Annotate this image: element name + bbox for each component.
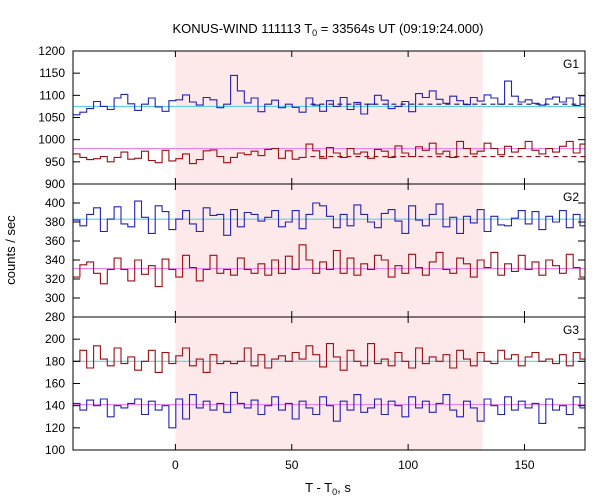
panel-g1-ytick-label: 1100 — [39, 88, 65, 102]
panel-g2-ytick-label: 320 — [45, 272, 65, 286]
panel-g3-lower-series — [73, 391, 585, 429]
panel-g2-ytick-label: 400 — [45, 196, 65, 210]
panel-g2-ytick-label: 380 — [45, 215, 65, 229]
panel-g1-label: G1 — [563, 57, 579, 71]
xtick-label: 0 — [172, 458, 179, 472]
panel-g3-ytick-label: 180 — [45, 354, 65, 368]
panel-g1-ytick-label: 900 — [45, 177, 65, 191]
panel-g3-ytick-label: 200 — [45, 332, 65, 346]
xtick-label: 100 — [398, 458, 418, 472]
panel-g2-label: G2 — [563, 190, 579, 204]
panel-g1-ytick-label: 950 — [45, 155, 65, 169]
panel-g2-ytick-label: 340 — [45, 253, 65, 267]
panel-g1-ytick-label: 1050 — [38, 111, 65, 125]
panel-g2-upper-series — [73, 200, 585, 236]
panel-g3-ytick-label: 160 — [45, 377, 65, 391]
panel-g2-lower-series — [73, 244, 585, 288]
panel-g2-ytick-label: 280 — [45, 310, 65, 324]
chart-title: KONUS-WIND 111113 T0 = 33564s UT (09:19:… — [172, 21, 483, 38]
panel-g1-lower-series — [73, 140, 585, 165]
panel-g2-ytick-label: 360 — [45, 234, 65, 248]
panel-g1-ytick-label: 1150 — [39, 66, 65, 80]
xtick-label: 150 — [514, 458, 534, 472]
panel-g3-ytick-label: 120 — [45, 421, 65, 435]
highlight-band — [175, 51, 483, 450]
x-axis-label: T - T0, s — [305, 480, 351, 497]
y-axis-label: counts / sec — [3, 215, 18, 285]
panel-g3-upper-series — [73, 343, 585, 373]
panel-g3-ytick-label: 100 — [45, 443, 65, 457]
panel-g3-label: G3 — [563, 323, 579, 337]
panel-g3-ytick-label: 140 — [45, 399, 65, 413]
panel-g1-ytick-label: 1000 — [38, 133, 65, 147]
panel-g1-ytick-label: 1200 — [38, 44, 65, 58]
panel-g2-ytick-label: 300 — [45, 291, 65, 305]
xtick-label: 50 — [285, 458, 299, 472]
panel-g1-upper-series — [73, 74, 585, 116]
